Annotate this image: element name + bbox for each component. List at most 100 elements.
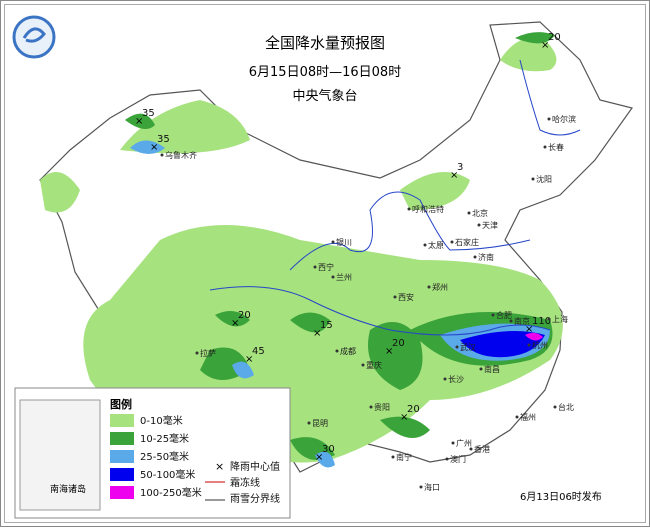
city-label: 银川 — [336, 237, 352, 247]
city-dot — [547, 117, 551, 121]
center-value: 20 — [238, 310, 251, 321]
city-label: 武汉 — [460, 342, 476, 352]
legend-symbol-label: 降雨中心值 — [230, 460, 280, 473]
city-dot — [195, 351, 199, 355]
center-value: 20 — [548, 32, 561, 43]
city-dot — [160, 153, 164, 157]
city-dot — [543, 145, 547, 149]
city-dot — [393, 295, 397, 299]
center-value: 30 — [322, 444, 335, 455]
city-label: 南宁 — [396, 452, 412, 462]
city-dot — [361, 363, 365, 367]
legend-swatch — [110, 468, 134, 481]
city-label: 重庆 — [366, 360, 382, 370]
center-value: 20 — [392, 338, 405, 349]
center-value: 15 — [320, 320, 333, 331]
legend-label: 10-25毫米 — [140, 432, 189, 445]
center-mark: × — [525, 324, 533, 335]
city-dot — [491, 313, 495, 317]
legend-swatch — [110, 450, 134, 463]
city-dot — [427, 285, 431, 289]
legend-label: 0-10毫米 — [140, 414, 183, 427]
city-dot — [553, 405, 557, 409]
center-mark: × — [400, 412, 408, 423]
city-dot — [391, 455, 395, 459]
city-label: 石家庄 — [455, 237, 479, 247]
city-label: 香港 — [474, 444, 490, 454]
city-dot — [509, 319, 513, 323]
center-mark: × — [315, 452, 323, 463]
city-label: 南京 — [514, 316, 530, 326]
center-value: 35 — [157, 134, 170, 145]
city-label: 南昌 — [484, 364, 500, 374]
city-label: 广州 — [456, 438, 472, 448]
city-label: 长春 — [548, 142, 564, 152]
city-label: 上海 — [552, 314, 568, 324]
city-dot — [335, 349, 339, 353]
city-dot — [450, 240, 454, 244]
city-label: 贵阳 — [374, 402, 390, 412]
city-dot — [467, 211, 471, 215]
legend: 南海诸岛 图例 0-10毫米 10-25毫米 25-50毫米 50-100毫米 100-… — [14, 387, 291, 519]
city-label: 台北 — [558, 402, 574, 412]
center-mark: × — [541, 40, 549, 51]
city-dot — [479, 367, 483, 371]
city-label: 乌鲁木齐 — [165, 150, 197, 160]
legend-swatch — [110, 414, 134, 427]
city-dot — [473, 255, 477, 259]
title: 全国降水量预报图 — [265, 34, 385, 52]
city-label: 天津 — [482, 220, 498, 230]
city-label: 长沙 — [448, 374, 464, 384]
city-dot — [531, 177, 535, 181]
inset-label: 南海诸岛 — [50, 483, 86, 495]
rivers — [209, 59, 581, 336]
city-dot — [331, 240, 335, 244]
city-dot — [477, 223, 481, 227]
legend-swatch — [110, 432, 134, 445]
city-label: 成都 — [340, 346, 356, 356]
city-dot — [443, 377, 447, 381]
inner-frame — [4, 4, 646, 523]
legend-label: 100-250毫米 — [140, 486, 202, 499]
city-dot — [419, 485, 423, 489]
agency: 中央气象台 — [292, 88, 357, 104]
city-dot — [469, 447, 473, 451]
city-label: 济南 — [478, 252, 494, 262]
legend-title: 图例 — [110, 397, 132, 411]
center-value: 45 — [252, 346, 265, 357]
city-dot — [313, 265, 317, 269]
center-mark: × — [385, 346, 393, 357]
city-label: 兰州 — [336, 272, 352, 282]
city-label: 合肥 — [496, 310, 512, 320]
city-label: 拉萨 — [200, 348, 216, 358]
city-label: 哈尔滨 — [552, 114, 576, 124]
center-mark: × — [245, 354, 253, 365]
center-mark: × — [313, 328, 321, 339]
city-dot — [423, 243, 427, 247]
period: 6月15日08时—16日08时 — [249, 65, 401, 80]
city-label: 郑州 — [432, 282, 448, 292]
city-dot — [451, 441, 455, 445]
city-dot — [407, 207, 411, 211]
city-dot — [307, 421, 311, 425]
city-dot — [331, 275, 335, 279]
rain-centers: ×20×35×35×3×20×15×20×45×110×20×30 — [135, 32, 561, 463]
city-label: 昆明 — [312, 419, 328, 428]
city-label: 杭州 — [532, 340, 548, 350]
city-dot — [445, 457, 449, 461]
center-value: 35 — [142, 108, 155, 119]
city-label: 福州 — [520, 413, 536, 422]
city-dot — [527, 343, 531, 347]
legend-label: 50-100毫米 — [140, 468, 195, 481]
city-dot — [369, 405, 373, 409]
center-value: 20 — [407, 404, 420, 415]
legend-symbol-label: 雨雪分界线 — [230, 492, 280, 505]
legend-swatch — [110, 486, 134, 499]
center-mark: × — [231, 318, 239, 329]
city-label: 西宁 — [318, 262, 334, 272]
issued: 6月13日06时发布 — [520, 490, 602, 503]
center-mark: × — [450, 170, 458, 181]
